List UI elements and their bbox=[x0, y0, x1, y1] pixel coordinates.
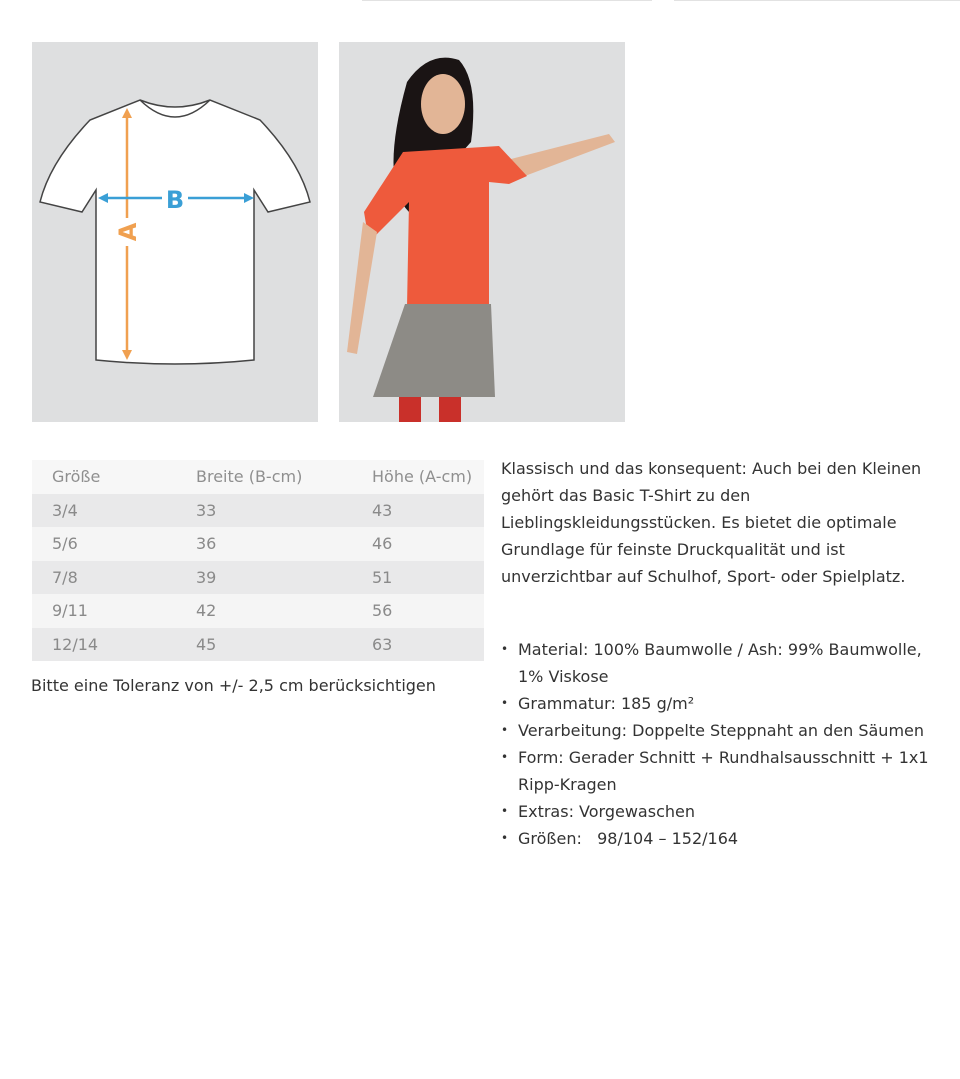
list-item: Grammatur: 185 g/m² bbox=[501, 690, 931, 717]
column-header: Breite (B-cm) bbox=[174, 460, 344, 494]
table-cell: 12/14 bbox=[32, 627, 174, 661]
table-cell: 7/8 bbox=[32, 560, 174, 594]
tolerance-note: Bitte eine Toleranz von +/- 2,5 cm berüc… bbox=[31, 676, 436, 695]
table-cell: 43 bbox=[344, 493, 484, 527]
divider bbox=[362, 0, 652, 1]
list-item: Material: 100% Baumwolle / Ash: 99% Baum… bbox=[501, 636, 931, 690]
table-row: 12/14 45 63 bbox=[32, 627, 484, 661]
table-cell: 36 bbox=[174, 527, 344, 561]
table-cell: 51 bbox=[344, 560, 484, 594]
table-cell: 63 bbox=[344, 627, 484, 661]
table-cell: 56 bbox=[344, 594, 484, 628]
table-row: 9/11 42 56 bbox=[32, 594, 484, 628]
product-description: Klassisch und das konsequent: Auch bei d… bbox=[501, 459, 922, 586]
table-cell: 42 bbox=[174, 594, 344, 628]
column-header: Größe bbox=[32, 460, 174, 494]
size-diagram-image: B A bbox=[32, 42, 318, 422]
feature-list: Material: 100% Baumwolle / Ash: 99% Baum… bbox=[501, 636, 931, 852]
table-cell: 39 bbox=[174, 560, 344, 594]
table-row: 3/4 33 43 bbox=[32, 493, 484, 527]
table-row: 5/6 36 46 bbox=[32, 527, 484, 561]
table-row: 7/8 39 51 bbox=[32, 560, 484, 594]
table-cell: 45 bbox=[174, 627, 344, 661]
list-item: Verarbeitung: Doppelte Steppnaht an den … bbox=[501, 717, 931, 744]
table-cell: 33 bbox=[174, 493, 344, 527]
table-header-row: Größe Breite (B-cm) Höhe (A-cm) bbox=[32, 460, 484, 494]
list-item: Form: Gerader Schnitt + Rundhalsausschni… bbox=[501, 744, 931, 798]
divider bbox=[674, 0, 960, 1]
diagram-label-a: A bbox=[114, 222, 142, 241]
list-item: Größen: 98/104 – 152/164 bbox=[501, 825, 931, 852]
model-photo bbox=[339, 42, 625, 422]
table-cell: 3/4 bbox=[32, 493, 174, 527]
table-cell: 9/11 bbox=[32, 594, 174, 628]
table-cell: 46 bbox=[344, 527, 484, 561]
list-item: Extras: Vorgewaschen bbox=[501, 798, 931, 825]
diagram-label-b: B bbox=[166, 186, 184, 214]
table-cell: 5/6 bbox=[32, 527, 174, 561]
column-header: Höhe (A-cm) bbox=[344, 460, 484, 494]
size-table: Größe Breite (B-cm) Höhe (A-cm) 3/4 33 43 … bbox=[32, 460, 484, 661]
